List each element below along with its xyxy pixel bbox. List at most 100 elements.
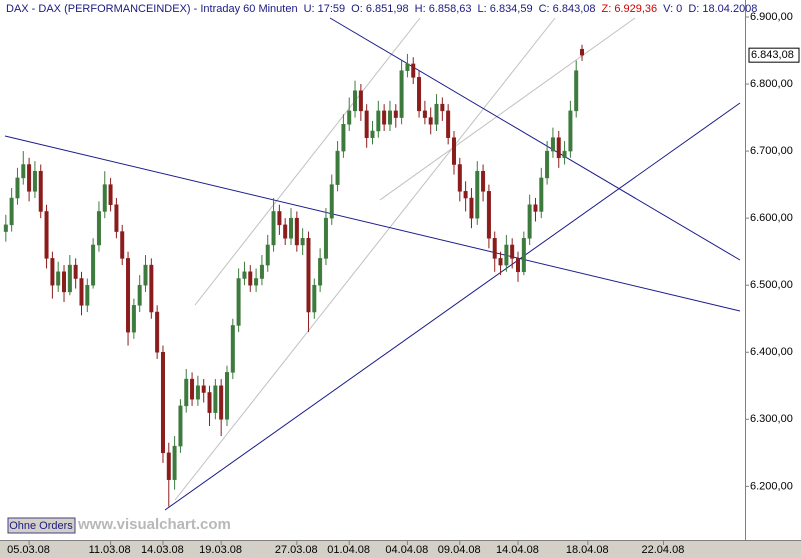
candle-body — [96, 211, 101, 246]
header-field: U: 17:59 — [304, 3, 346, 15]
candle-body — [294, 217, 299, 246]
button-label[interactable]: Ohne Orders — [9, 520, 73, 532]
x-tick-label: 19.03.08 — [199, 544, 242, 556]
candle-body — [56, 271, 61, 286]
candle-body — [364, 110, 369, 138]
x-tick-label: 04.04.08 — [385, 544, 428, 556]
header: DAX - DAX (PERFORMANCEINDEX) - Intraday … — [6, 3, 757, 15]
candle-body — [358, 90, 363, 112]
candle-body — [329, 184, 334, 219]
candle-body — [335, 150, 340, 185]
candle-body — [353, 90, 358, 112]
candle-body — [38, 170, 43, 212]
candle-body — [498, 258, 503, 266]
candle-body — [213, 385, 218, 413]
watermark: www.visualchart.com — [77, 516, 231, 533]
y-tick-label: 6.900,00 — [750, 11, 793, 23]
candle-body — [79, 278, 84, 306]
candle-body — [265, 244, 270, 266]
y-tick-label: 6.700,00 — [750, 145, 793, 157]
candle-body — [312, 284, 317, 313]
candle-body — [277, 211, 282, 226]
candle-body — [172, 445, 177, 480]
candle-body — [195, 385, 200, 400]
candle-body — [271, 211, 276, 246]
header-field: O: 6.851,98 — [351, 3, 409, 15]
candle-body — [481, 170, 486, 192]
candle-body — [149, 264, 154, 313]
candles — [3, 44, 585, 507]
candle-body — [178, 405, 183, 447]
candle-body — [556, 137, 561, 159]
header-field: L: 6.834,59 — [478, 3, 533, 15]
y-tick-label: 6.600,00 — [750, 212, 793, 224]
candle-body — [91, 244, 96, 286]
candle-body — [289, 217, 294, 239]
y-tick-label: 6.400,00 — [750, 346, 793, 358]
candle-body — [224, 372, 229, 420]
candle-body — [73, 264, 78, 279]
candle-body — [207, 392, 212, 413]
candle-body — [3, 224, 8, 232]
candle-body — [67, 264, 72, 293]
channel-lines — [174, 17, 636, 501]
candle-body — [422, 110, 427, 118]
candle-body — [370, 130, 375, 138]
channel-line — [174, 17, 556, 501]
candle-body — [21, 164, 26, 179]
price-marker-box — [748, 47, 800, 63]
candle-body — [27, 164, 32, 192]
candle-body — [428, 117, 433, 125]
candle-body — [568, 110, 573, 152]
candle-body — [463, 191, 468, 199]
candle-body — [539, 177, 544, 212]
candle-body — [283, 224, 288, 239]
header-field: Z: 6.929,36 — [601, 3, 657, 15]
candle-body — [440, 103, 445, 112]
candle-body — [120, 231, 125, 259]
candle-body — [131, 305, 136, 333]
candle-body — [114, 204, 119, 232]
candle-body — [166, 452, 171, 480]
header-field: DAX - DAX (PERFORMANCEINDEX) - Intraday … — [6, 3, 298, 15]
candle-body — [417, 77, 422, 112]
candle-body — [399, 70, 404, 118]
candle-body — [457, 164, 462, 192]
candle-body — [411, 63, 416, 78]
candle-body — [50, 258, 55, 286]
channel-line — [379, 17, 636, 201]
candle-body — [562, 150, 567, 159]
candle-body — [492, 238, 497, 259]
candle-body — [504, 244, 509, 266]
x-tick-label: 09.04.08 — [438, 544, 481, 556]
y-tick-label: 6.200,00 — [750, 480, 793, 492]
candle-body — [219, 385, 224, 420]
button[interactable] — [7, 517, 76, 534]
candle-body — [9, 197, 14, 226]
x-tick-label: 14.04.08 — [496, 544, 539, 556]
candle-body — [155, 311, 160, 353]
candle-body — [574, 70, 579, 112]
candle-body — [516, 258, 521, 273]
candle-body — [545, 150, 550, 179]
candle-body — [434, 103, 439, 125]
candle-body — [201, 385, 206, 393]
candle-body — [15, 177, 20, 199]
header-bar — [0, 0, 745, 17]
candle-body — [341, 124, 346, 152]
candle-body — [580, 48, 585, 56]
candle-body — [475, 170, 480, 219]
candle-body — [236, 278, 241, 326]
candle-body — [254, 278, 259, 286]
x-tick-label: 22.04.08 — [642, 544, 685, 556]
candle-body — [347, 110, 352, 125]
x-tick-label: 18.04.08 — [566, 544, 609, 556]
trend-line — [4, 135, 741, 312]
trend-lines — [4, 17, 741, 511]
candle-body — [62, 271, 67, 293]
candle-body — [486, 191, 491, 239]
candle-body — [242, 271, 247, 279]
header-field: D: 18.04.2008 — [688, 3, 757, 15]
header-field: H: 6.858,63 — [415, 3, 472, 15]
